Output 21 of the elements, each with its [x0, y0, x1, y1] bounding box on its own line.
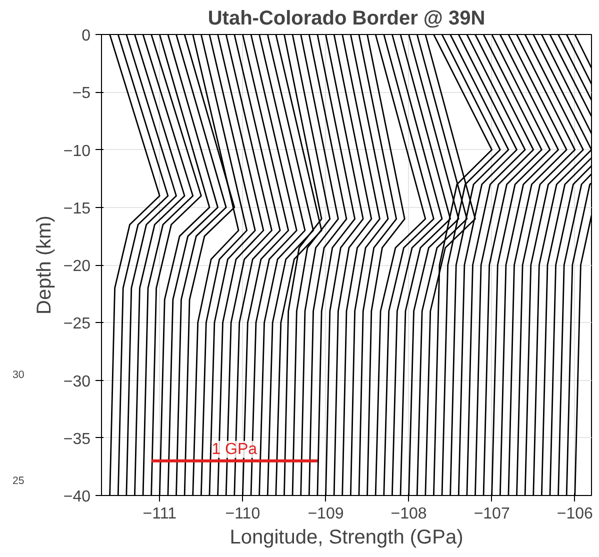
series-label: 1 GPa: [212, 440, 258, 458]
text: 30: [12, 368, 24, 381]
x-tick-label: −107: [474, 506, 510, 522]
x-axis-title: Longitude, Strength (GPa): [230, 526, 464, 548]
y-tick-label: −30: [63, 373, 91, 390]
y-tick-label: −15: [63, 200, 91, 218]
chart-title: Utah-Colorado Border @ 39N: [208, 8, 486, 30]
y-tick-label: −10: [63, 142, 91, 160]
x-tick-label: −109: [308, 506, 344, 522]
x-tick-label: −110: [225, 506, 260, 522]
y-tick-label: 0: [82, 28, 91, 44]
y-tick-label: −5: [72, 85, 91, 102]
y-tick-label: −35: [63, 430, 91, 448]
y-tick-label: −25: [63, 316, 91, 333]
y-tick-label: −40: [63, 488, 91, 506]
x-tick-label: −106: [556, 506, 594, 522]
x-tick-label: −111: [142, 506, 177, 522]
y-tick-label: −20: [63, 258, 91, 275]
y-axis-title: Depth (km): [33, 216, 56, 314]
x-tick-label: −108: [390, 506, 427, 522]
text: 25: [12, 474, 24, 487]
